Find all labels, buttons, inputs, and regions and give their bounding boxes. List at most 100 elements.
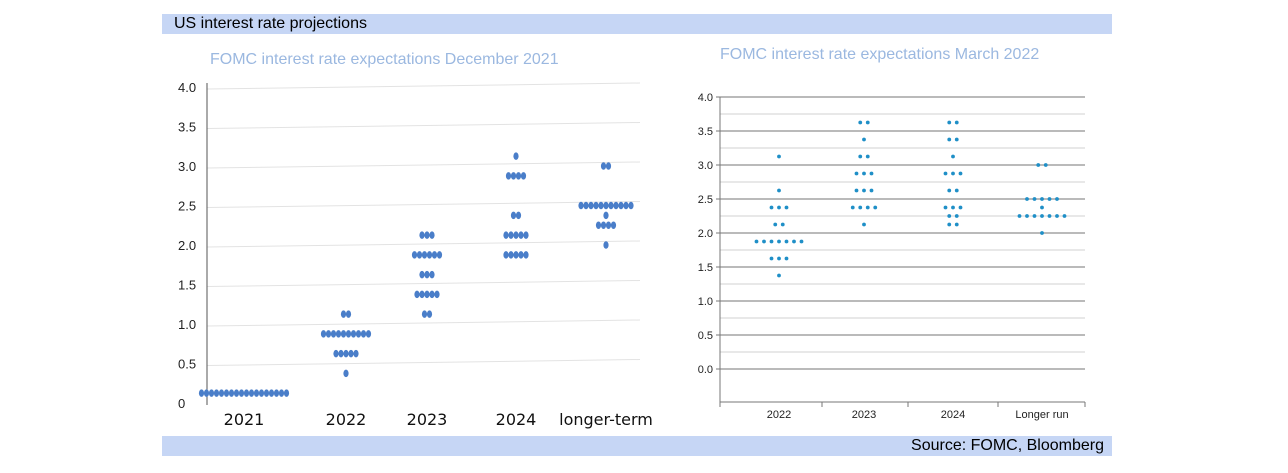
dot-marker	[1032, 214, 1037, 218]
dot-marker	[431, 251, 438, 259]
gridline	[206, 319, 641, 327]
dot-marker	[198, 389, 205, 397]
dot-marker	[213, 389, 220, 397]
dot-marker	[951, 205, 955, 210]
dot-marker	[603, 211, 609, 220]
dot-marker	[1025, 197, 1029, 201]
dot-marker	[850, 205, 855, 210]
dot-marker	[777, 273, 781, 278]
dot-marker	[228, 389, 235, 397]
y-tick-label: 1.5	[698, 262, 713, 274]
dot-marker	[951, 154, 955, 159]
dot-plot-december-2021: 0 0.5 1.0 1.5 2.0 2.5 3.0 3.5 4.0 2021 2022 2023 202…	[178, 80, 653, 429]
dot-marker	[854, 171, 859, 176]
dot-marker	[784, 256, 789, 261]
dot-marker	[598, 201, 604, 210]
dot-marker	[1047, 197, 1052, 201]
dot-marker	[947, 222, 952, 227]
dot-marker	[784, 205, 789, 210]
dot-marker	[208, 389, 215, 397]
chart-title-march-2022: FOMC interest rate expectations March 20…	[720, 46, 1040, 63]
dot-marker	[515, 211, 522, 220]
x-category-label: 2024	[941, 409, 965, 421]
gridline	[206, 122, 641, 129]
dot-marker	[1062, 214, 1067, 218]
y-tick-label: 2.0	[698, 228, 713, 240]
y-tick-label: 3.0	[698, 160, 713, 172]
dot-marker	[505, 172, 512, 180]
dot-marker	[943, 205, 948, 210]
y-tick-label: 0.5	[698, 330, 713, 342]
source-note: Source: FOMC, Bloomberg	[911, 437, 1104, 454]
dot-marker	[411, 251, 418, 259]
dot-marker	[513, 231, 519, 239]
header-bar: US interest rate projections	[162, 14, 1112, 34]
dot-marker	[523, 251, 529, 259]
dot-marker	[954, 214, 959, 218]
dot-marker	[518, 231, 524, 239]
y-tick-label: 3.0	[178, 159, 196, 174]
dot-marker	[862, 137, 866, 142]
dot-marker	[429, 231, 435, 239]
dot-marker	[595, 221, 602, 230]
dot-marker	[862, 171, 866, 176]
chart-title-december-2021: FOMC interest rate expectations December…	[210, 51, 559, 68]
dot-marker	[1047, 214, 1052, 218]
dot-marker	[1025, 214, 1029, 218]
dot-marker	[777, 154, 781, 159]
y-tick-label: 1.0	[698, 296, 713, 308]
dot-marker	[865, 154, 870, 159]
dot-marker	[508, 251, 514, 259]
dot-marker	[518, 251, 524, 259]
dot-marker	[780, 222, 785, 227]
dot-marker	[258, 389, 265, 397]
dot-marker	[503, 251, 509, 259]
gridline	[206, 201, 641, 208]
dot-marker	[419, 270, 425, 279]
dot-marker	[426, 310, 433, 318]
dot-marker	[610, 221, 617, 230]
dot-marker	[416, 251, 423, 259]
dot-marker	[958, 205, 963, 210]
dot-marker	[338, 349, 344, 358]
dot-marker	[343, 369, 349, 378]
y-tick-label: 0.0	[698, 364, 713, 376]
dot-marker	[353, 349, 359, 358]
dot-marker	[203, 389, 210, 397]
dot-marker	[605, 221, 612, 230]
dot-marker	[862, 188, 866, 193]
dot-marker	[335, 330, 342, 338]
dot-marker	[360, 330, 367, 338]
y-tick-label: 0.5	[178, 357, 196, 372]
dot-marker	[508, 231, 514, 239]
dot-marker	[263, 389, 270, 397]
dot-marker	[628, 201, 634, 210]
y-tick-label: 2.5	[178, 199, 196, 214]
dot-marker	[777, 239, 781, 244]
dot-marker	[503, 231, 509, 239]
y-tick-label: 4.0	[178, 80, 196, 95]
dot-marker	[958, 171, 963, 176]
dot-marker	[513, 152, 519, 160]
dot-marker	[578, 201, 584, 210]
dot-marker	[600, 162, 607, 170]
dot-marker	[947, 188, 952, 193]
dot-marker	[345, 330, 352, 338]
dot-marker	[858, 154, 863, 159]
dot-marker	[436, 251, 443, 259]
dot-marker	[513, 251, 519, 259]
dot-marker	[510, 211, 517, 220]
dot-marker	[593, 201, 599, 210]
dot-marker	[943, 171, 948, 176]
dot-marker	[951, 171, 955, 176]
dot-marker	[1040, 197, 1044, 201]
gridline	[206, 359, 641, 366]
dot-marker	[355, 330, 362, 338]
dot-marker	[429, 270, 435, 279]
x-category-label: 2022	[326, 410, 367, 429]
x-category-label: 2023	[852, 409, 876, 421]
dot-marker	[333, 349, 339, 358]
dot-marker	[218, 389, 225, 397]
dot-marker	[1040, 214, 1044, 218]
